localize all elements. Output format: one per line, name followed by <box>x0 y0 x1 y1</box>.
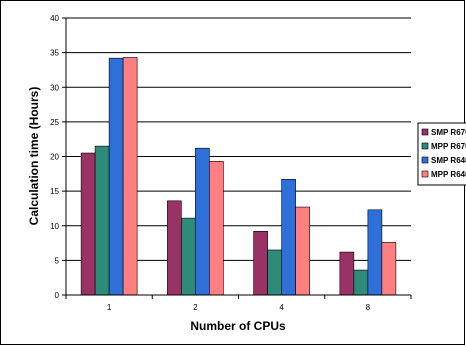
y-tick-label: 35 <box>50 49 59 58</box>
y-tick-label: 15 <box>50 187 59 196</box>
bar-mpp-r670-cpu-4 <box>267 249 282 296</box>
bar-smp-r640-cpu-4 <box>281 179 296 296</box>
bar-mpp-r670-cpu-1 <box>94 145 110 296</box>
legend-label: SMP R640 <box>431 156 466 165</box>
bar-mpp-r670-cpu-2 <box>181 217 196 296</box>
y-tick-label: 10 <box>50 222 59 231</box>
y-tick-label: 20 <box>50 153 59 162</box>
legend: SMP R670 MPP R670 SMP R640 MPP R640 <box>417 122 466 186</box>
y-tick-label: 40 <box>50 14 59 23</box>
bar-smp-r670-cpu-8 <box>339 251 355 296</box>
legend-swatch <box>421 142 429 150</box>
y-tick-labels: 0 5 10 15 20 25 30 35 40 <box>50 14 59 300</box>
bar-mpp-r640-cpu-1 <box>122 57 138 296</box>
legend-label: MPP R670 <box>431 142 466 151</box>
bar-smp-r640-cpu-8 <box>367 209 383 296</box>
x-tick-label: 4 <box>279 303 284 312</box>
x-tick-label: 1 <box>107 303 112 312</box>
legend-label: MPP R640 <box>431 170 466 179</box>
bar-mpp-r640-cpu-4 <box>295 206 310 296</box>
axes <box>62 17 412 299</box>
bar-smp-r640-cpu-1 <box>108 57 124 296</box>
x-tick-label: 8 <box>366 303 371 312</box>
y-tick-label: 30 <box>50 83 59 92</box>
x-tick-label: 2 <box>193 303 198 312</box>
legend-swatch <box>421 170 429 178</box>
x-tick-labels: 1 2 4 8 <box>107 303 371 312</box>
bar-smp-r670-cpu-4 <box>253 230 268 296</box>
y-tick-label: 0 <box>55 291 60 300</box>
bar-smp-r670-cpu-1 <box>80 152 96 296</box>
y-tick-label: 5 <box>55 256 60 265</box>
bar-smp-r670-cpu-2 <box>167 200 182 296</box>
bar-mpp-r640-cpu-8 <box>381 242 397 296</box>
bar-mpp-r670-cpu-8 <box>353 269 369 296</box>
x-axis-title: Number of CPUs <box>190 319 286 333</box>
legend-label: SMP R670 <box>431 128 466 137</box>
legend-swatch <box>421 128 429 136</box>
legend-swatch <box>421 156 429 164</box>
y-axis-title: Calculation time (Hours) <box>27 87 41 226</box>
y-tick-label: 25 <box>50 118 59 127</box>
bar-smp-r640-cpu-2 <box>195 147 210 296</box>
bar-mpp-r640-cpu-2 <box>209 161 224 296</box>
